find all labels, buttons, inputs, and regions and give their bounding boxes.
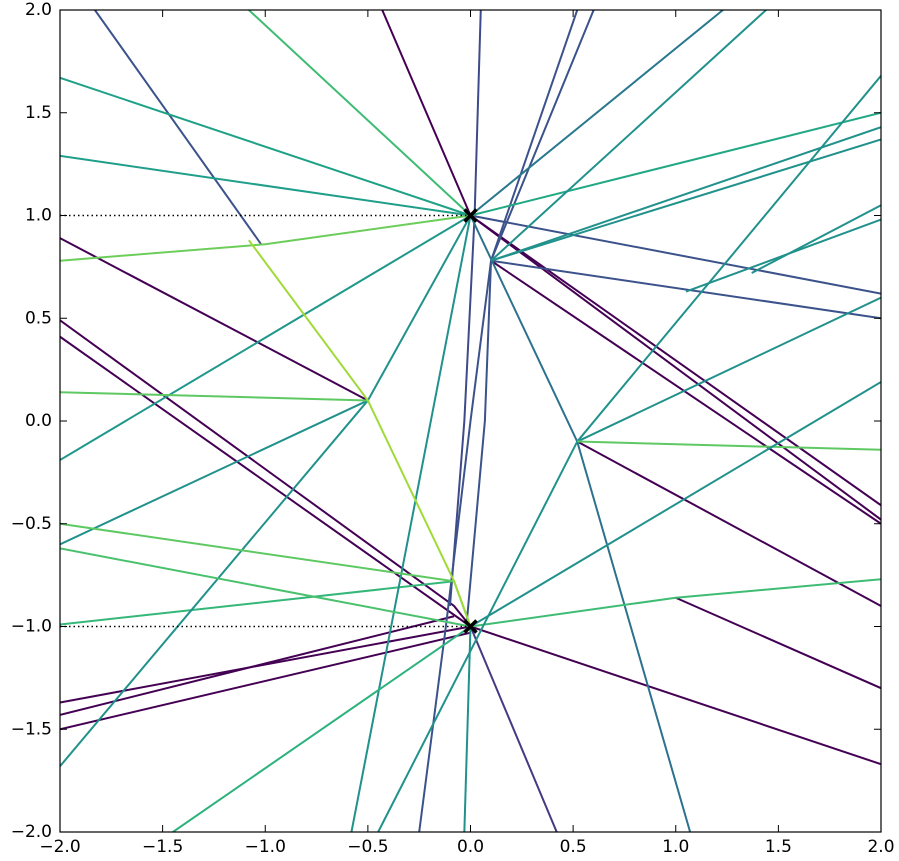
y-tick-label: 0.5 <box>25 308 52 328</box>
series-line <box>60 615 455 716</box>
y-tick-label: 2.0 <box>25 0 52 20</box>
series-line <box>685 218 881 293</box>
series-line <box>469 214 881 521</box>
series-line <box>248 239 472 627</box>
series-line <box>577 440 881 451</box>
marker <box>463 619 478 634</box>
series-line <box>576 440 881 607</box>
x-tick-label: 1.0 <box>662 837 689 857</box>
series-line <box>470 578 881 628</box>
series-line <box>60 154 471 217</box>
y-tick-label: −1.0 <box>11 617 52 637</box>
series-line <box>576 75 881 443</box>
series-line <box>490 259 881 320</box>
series-line <box>418 10 595 832</box>
series-line <box>576 296 881 443</box>
series-line <box>350 215 472 832</box>
y-tick-label: 1.5 <box>25 103 52 123</box>
x-tick-label: 1.5 <box>765 837 792 857</box>
series-line <box>470 214 881 295</box>
series-line <box>470 625 881 766</box>
x-tick-label: 0.0 <box>457 837 484 857</box>
x-tick-label: 2.0 <box>867 837 894 857</box>
series-line <box>490 259 881 525</box>
x-tick-label: −0.5 <box>347 837 388 857</box>
series-line <box>60 319 472 628</box>
series-line <box>469 626 558 832</box>
series-line <box>463 626 472 832</box>
series-line <box>172 625 472 832</box>
series-line <box>60 547 471 628</box>
series-line <box>448 10 482 607</box>
series-line <box>60 580 455 626</box>
marker <box>463 208 478 223</box>
x-tick-label: −2.0 <box>39 837 80 857</box>
series-line <box>60 76 471 217</box>
series-line <box>60 631 471 731</box>
x-tick-label: −1.5 <box>142 837 183 857</box>
series-line <box>675 596 881 690</box>
y-tick-label: −0.5 <box>11 514 52 534</box>
y-tick-label: −2.0 <box>11 822 52 842</box>
series-line <box>469 10 724 217</box>
series-line <box>60 391 368 402</box>
y-tick-label: −1.5 <box>11 719 52 739</box>
series-line <box>490 138 881 262</box>
series-line <box>490 126 881 262</box>
series-line <box>60 214 472 461</box>
series-line <box>60 237 369 402</box>
series-line <box>469 381 881 628</box>
series-line <box>94 10 262 245</box>
x-tick-label: −1.0 <box>245 837 286 857</box>
y-tick-label: 1.0 <box>25 206 52 226</box>
series-line <box>248 10 472 217</box>
x-tick-label: 0.5 <box>560 837 587 857</box>
series-line <box>377 441 579 832</box>
series-line <box>60 335 472 628</box>
y-tick-label: 0.0 <box>25 411 52 431</box>
series-line <box>469 215 692 832</box>
series-line <box>60 399 369 767</box>
plot-area <box>60 10 881 832</box>
series-line <box>465 10 579 627</box>
series-line <box>60 214 471 262</box>
series-line <box>490 10 767 262</box>
series-line <box>470 111 881 217</box>
series-line <box>751 204 881 274</box>
